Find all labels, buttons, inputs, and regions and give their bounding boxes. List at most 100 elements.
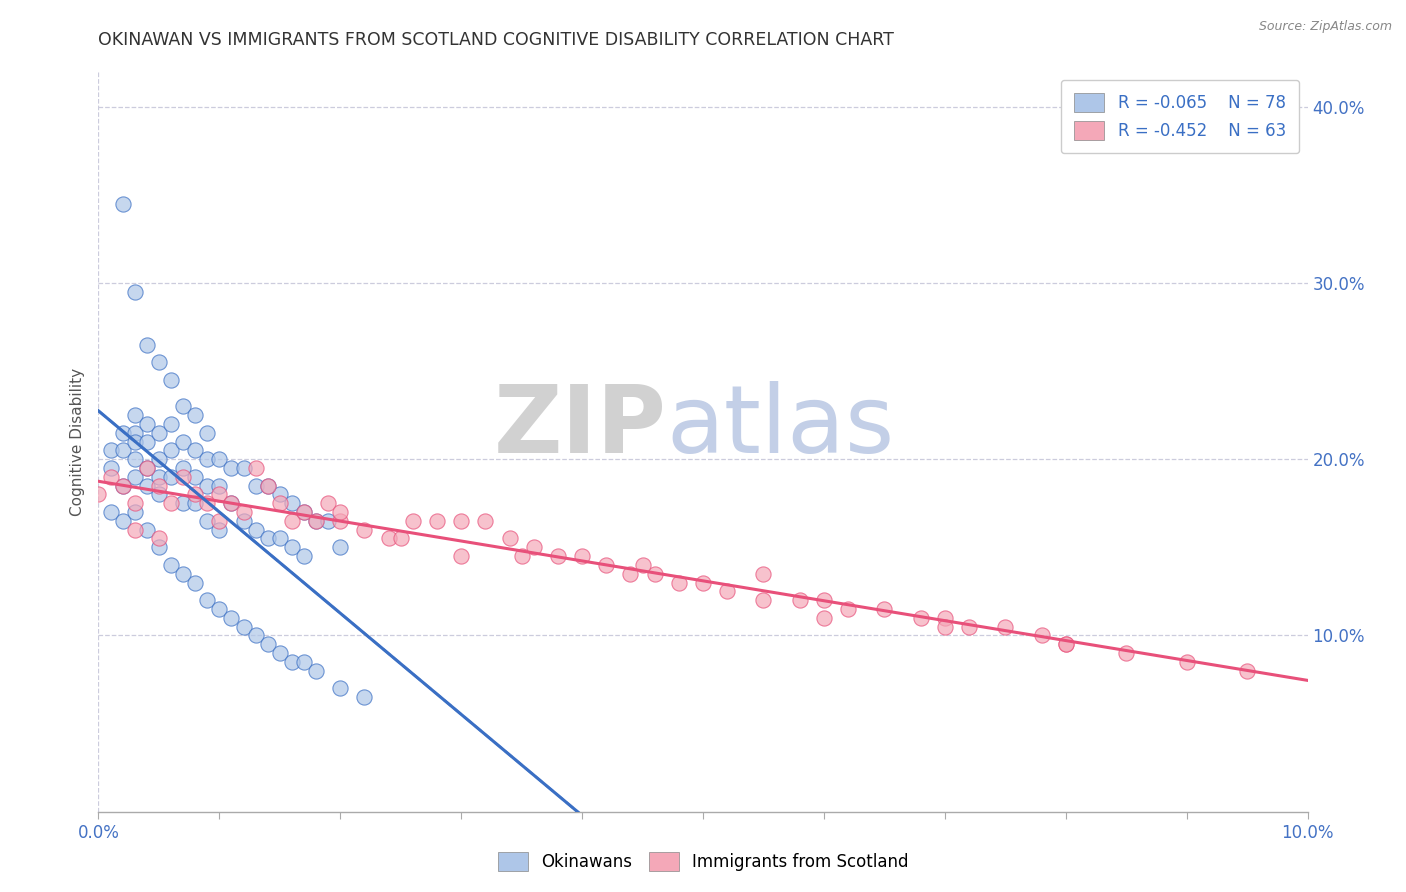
Point bbox=[124, 470, 146, 484]
Point bbox=[195, 478, 218, 492]
Text: Source: ZipAtlas.com: Source: ZipAtlas.com bbox=[1258, 20, 1392, 33]
Point bbox=[172, 461, 194, 475]
Point bbox=[232, 619, 254, 633]
Point bbox=[124, 496, 146, 510]
Point bbox=[245, 523, 267, 537]
Point bbox=[184, 575, 207, 590]
Point bbox=[281, 496, 304, 510]
Point bbox=[160, 496, 183, 510]
Point bbox=[873, 602, 896, 616]
Point bbox=[353, 523, 375, 537]
Point bbox=[281, 514, 304, 528]
Point bbox=[208, 602, 231, 616]
Point bbox=[329, 514, 352, 528]
Point bbox=[221, 611, 243, 625]
Point bbox=[389, 532, 412, 546]
Point bbox=[148, 355, 170, 369]
Point bbox=[100, 470, 122, 484]
Point bbox=[208, 452, 231, 467]
Point bbox=[644, 566, 666, 581]
Point bbox=[184, 470, 207, 484]
Point bbox=[934, 619, 956, 633]
Y-axis label: Cognitive Disability: Cognitive Disability bbox=[69, 368, 84, 516]
Point bbox=[692, 575, 714, 590]
Point bbox=[195, 593, 218, 607]
Point bbox=[184, 496, 207, 510]
Text: ZIP: ZIP bbox=[494, 381, 666, 473]
Point bbox=[135, 461, 157, 475]
Point bbox=[148, 478, 170, 492]
Point bbox=[100, 461, 122, 475]
Point bbox=[631, 558, 654, 572]
Point bbox=[1054, 637, 1077, 651]
Point bbox=[111, 478, 134, 492]
Point bbox=[329, 505, 352, 519]
Point bbox=[716, 584, 738, 599]
Point bbox=[292, 505, 315, 519]
Point bbox=[910, 611, 932, 625]
Point bbox=[450, 514, 472, 528]
Point bbox=[523, 541, 546, 555]
Point bbox=[124, 505, 146, 519]
Point bbox=[752, 566, 775, 581]
Point bbox=[245, 628, 267, 642]
Point bbox=[957, 619, 980, 633]
Point bbox=[221, 496, 243, 510]
Point bbox=[619, 566, 641, 581]
Point bbox=[172, 566, 194, 581]
Point bbox=[292, 549, 315, 563]
Point bbox=[111, 478, 134, 492]
Point bbox=[124, 425, 146, 440]
Point bbox=[402, 514, 425, 528]
Point bbox=[124, 434, 146, 449]
Point bbox=[208, 514, 231, 528]
Point bbox=[474, 514, 496, 528]
Point bbox=[789, 593, 811, 607]
Point bbox=[510, 549, 533, 563]
Point bbox=[100, 443, 122, 458]
Point bbox=[184, 487, 207, 501]
Point bbox=[269, 646, 291, 660]
Point bbox=[100, 505, 122, 519]
Point bbox=[994, 619, 1017, 633]
Point bbox=[148, 470, 170, 484]
Point bbox=[172, 496, 194, 510]
Point bbox=[281, 541, 304, 555]
Point bbox=[377, 532, 399, 546]
Point bbox=[292, 505, 315, 519]
Point bbox=[160, 558, 183, 572]
Point bbox=[305, 664, 328, 678]
Point bbox=[281, 655, 304, 669]
Point bbox=[269, 532, 291, 546]
Point bbox=[668, 575, 690, 590]
Point bbox=[135, 337, 157, 351]
Point bbox=[1115, 646, 1137, 660]
Point bbox=[111, 514, 134, 528]
Point bbox=[135, 478, 157, 492]
Point bbox=[148, 487, 170, 501]
Text: atlas: atlas bbox=[666, 381, 896, 473]
Point bbox=[87, 487, 110, 501]
Point bbox=[172, 434, 194, 449]
Point bbox=[1175, 655, 1198, 669]
Point bbox=[160, 373, 183, 387]
Point bbox=[450, 549, 472, 563]
Point bbox=[245, 461, 267, 475]
Point bbox=[111, 425, 134, 440]
Point bbox=[124, 285, 146, 299]
Point bbox=[1054, 637, 1077, 651]
Point bbox=[148, 532, 170, 546]
Point bbox=[172, 399, 194, 413]
Point bbox=[160, 443, 183, 458]
Point bbox=[256, 478, 278, 492]
Point bbox=[329, 681, 352, 696]
Point bbox=[256, 637, 278, 651]
Text: OKINAWAN VS IMMIGRANTS FROM SCOTLAND COGNITIVE DISABILITY CORRELATION CHART: OKINAWAN VS IMMIGRANTS FROM SCOTLAND COG… bbox=[98, 31, 894, 49]
Point bbox=[256, 532, 278, 546]
Point bbox=[124, 452, 146, 467]
Point bbox=[245, 478, 267, 492]
Point bbox=[269, 487, 291, 501]
Point bbox=[148, 541, 170, 555]
Point bbox=[813, 611, 835, 625]
Point bbox=[111, 196, 134, 211]
